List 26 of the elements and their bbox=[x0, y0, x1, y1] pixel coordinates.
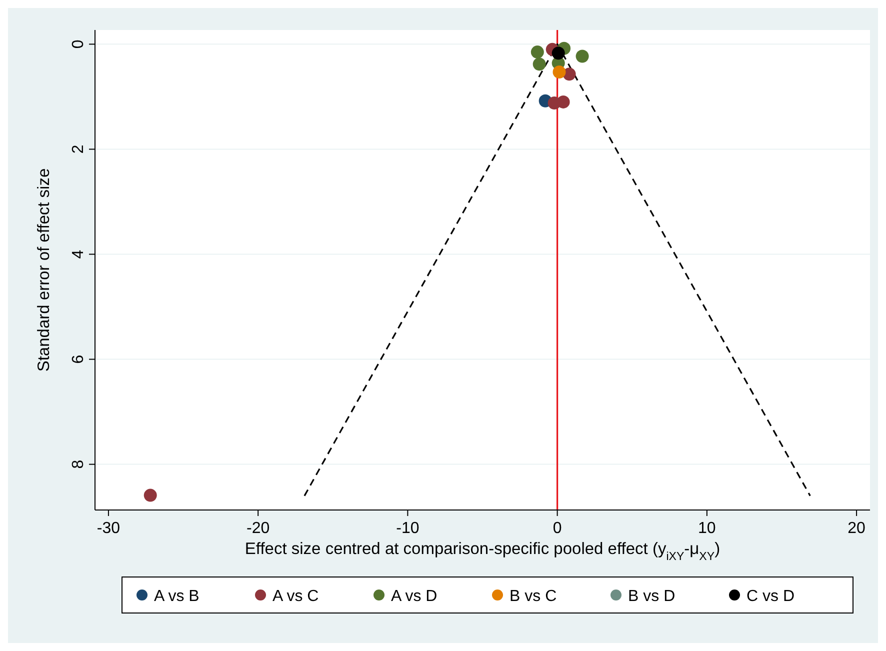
y-tick-label: 4 bbox=[70, 250, 87, 259]
legend-label: B vs C bbox=[510, 588, 557, 605]
x-tick-label: -10 bbox=[396, 520, 420, 537]
point bbox=[144, 488, 157, 502]
point bbox=[552, 46, 565, 60]
y-tick-label: 8 bbox=[70, 460, 87, 469]
y-tick-label: 6 bbox=[70, 354, 87, 364]
legend-label: C vs D bbox=[746, 588, 794, 605]
x-axis-title: Effect size centred at comparison-specific pooled effect (y$_{iXY}$-μ$_{XY}$) bbox=[244, 540, 720, 563]
y-axis-title: Standard error of effect size bbox=[35, 168, 53, 372]
point bbox=[532, 58, 546, 71]
point bbox=[576, 50, 589, 63]
legend-label: A vs C bbox=[272, 588, 319, 605]
x-tick-label: 10 bbox=[698, 520, 716, 537]
point bbox=[552, 66, 566, 79]
y-tick-label: 0 bbox=[70, 40, 87, 49]
legend-label: A vs B bbox=[154, 588, 200, 605]
x-tick-label: 0 bbox=[552, 520, 562, 537]
legend-label: A vs D bbox=[391, 588, 438, 605]
x-tick-label: -30 bbox=[96, 520, 120, 537]
point bbox=[556, 95, 570, 108]
y-tick-label: 2 bbox=[70, 144, 87, 154]
x-tick-label: -20 bbox=[246, 520, 270, 537]
legend-label: B vs D bbox=[628, 588, 676, 605]
x-tick-label: 20 bbox=[848, 520, 866, 537]
point bbox=[530, 46, 544, 59]
